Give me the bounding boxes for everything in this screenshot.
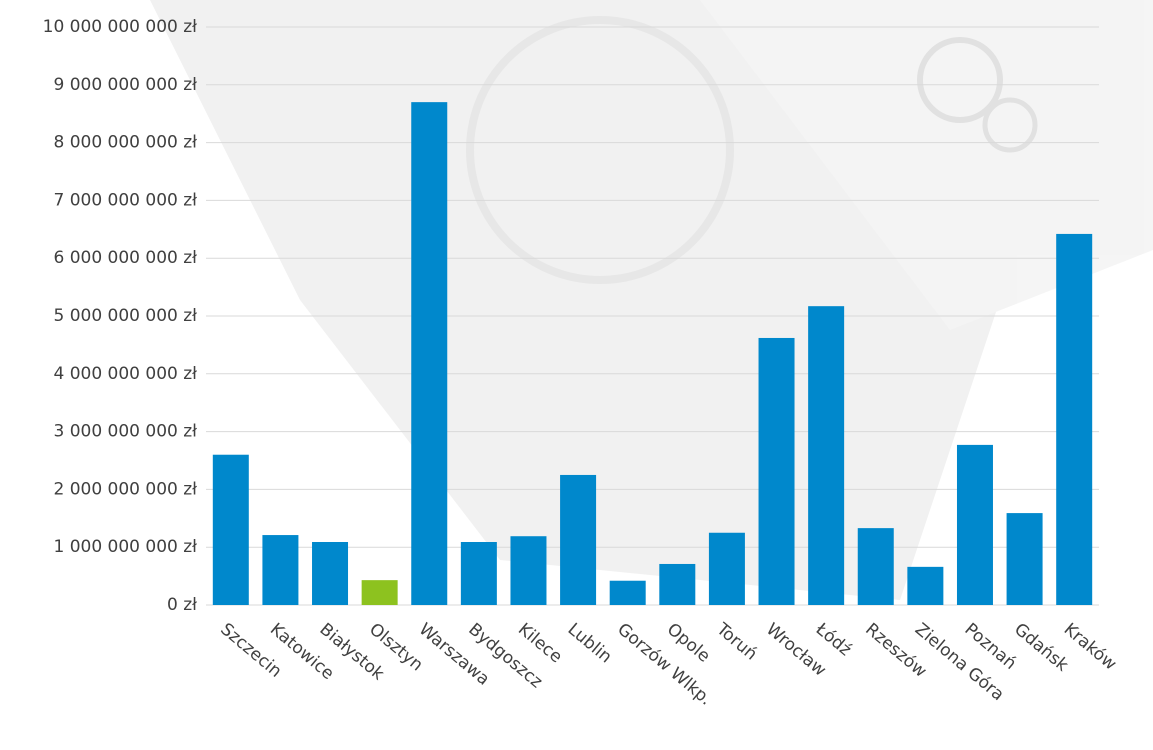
y-tick-label: 0 zł: [167, 595, 197, 615]
chart: 0 zł 1 000 000 000 zł 2 000 000 000 zł 3 00…: [0, 0, 1153, 750]
bar: [659, 564, 695, 605]
bar: [1056, 234, 1092, 605]
y-tick-label: 8 000 000 000 zł: [53, 133, 197, 153]
y-tick-label: 5 000 000 000 zł: [53, 306, 197, 326]
y-tick-label: 6 000 000 000 zł: [53, 248, 197, 268]
bar: [957, 445, 993, 605]
y-tick-label: 9 000 000 000 zł: [53, 75, 197, 95]
bar: [362, 580, 398, 605]
bar: [461, 542, 497, 605]
background-banknote: [150, 0, 1153, 600]
y-tick-label: 3 000 000 000 zł: [53, 422, 197, 442]
bar: [213, 455, 249, 605]
bar: [510, 536, 546, 605]
x-tick-label: Gdańsk: [1010, 619, 1072, 675]
y-tick-label: 1 000 000 000 zł: [53, 537, 197, 557]
x-tick-label: Lublin: [564, 619, 616, 667]
y-tick-label: 4 000 000 000 zł: [53, 364, 197, 384]
bar: [808, 306, 844, 605]
bar: [312, 542, 348, 605]
bar: [610, 581, 646, 605]
bar: [262, 535, 298, 605]
bar: [411, 102, 447, 605]
bar: [560, 475, 596, 605]
bar: [1007, 513, 1043, 605]
y-tick-label: 10 000 000 000 zł: [43, 17, 198, 37]
bar: [858, 528, 894, 605]
y-tick-label: 7 000 000 000 zł: [53, 190, 197, 210]
y-tick-label: 2 000 000 000 zł: [53, 479, 197, 499]
bar: [907, 567, 943, 605]
x-tick-label: Kraków: [1060, 619, 1120, 674]
bar: [709, 533, 745, 605]
x-tick-label: Toruń: [712, 619, 761, 665]
bar: [759, 338, 795, 605]
